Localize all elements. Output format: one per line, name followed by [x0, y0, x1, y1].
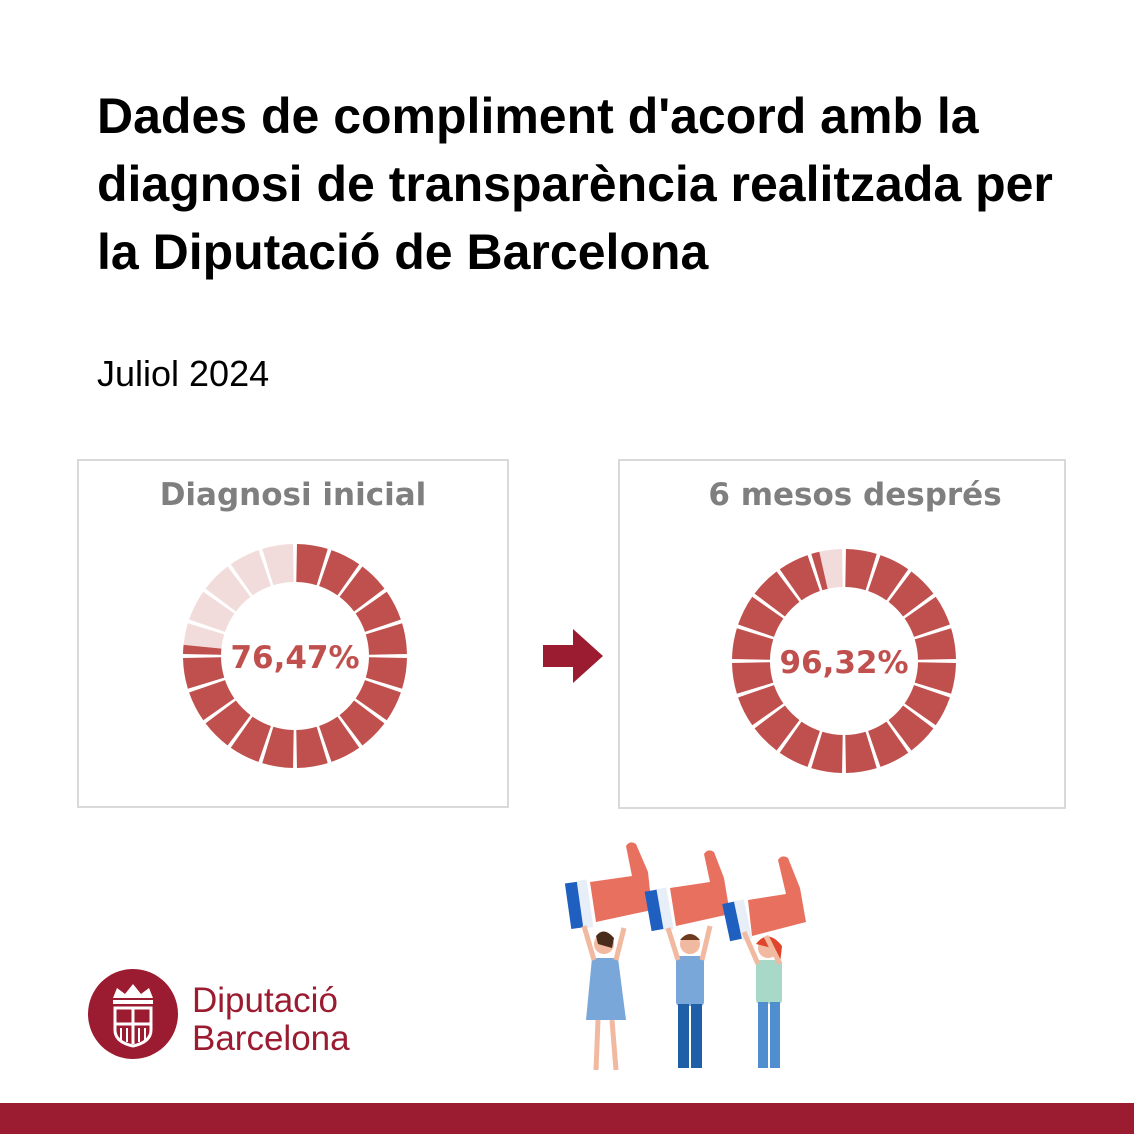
donut-segment-filled [205, 700, 251, 746]
donut-segment-filled [319, 716, 360, 762]
donut-segment-filled [888, 705, 934, 751]
donut-segment-filled [845, 731, 877, 773]
donut-segment-filled [845, 549, 877, 591]
donut-segment-filled [904, 685, 950, 726]
donut-segment-filled [365, 657, 407, 689]
donut-segment-filled [779, 721, 820, 767]
donut-segment-filled [365, 623, 407, 655]
donut-segment-filled [738, 596, 784, 637]
six-months-donut: 96,32% [732, 549, 956, 773]
donut-segment-empty [262, 544, 294, 586]
logo-line-1: Diputació [192, 981, 338, 1020]
donut-segment-filled [914, 628, 956, 660]
donut-segment-filled [868, 555, 909, 601]
donut-segment-filled [319, 550, 360, 596]
initial-diagnosis-title: Diagnosi inicial [159, 477, 427, 513]
donut-segment-empty [189, 591, 235, 632]
donut-segment-filled [779, 555, 820, 601]
donut-segment-filled [914, 662, 956, 694]
donut-segment-filled [189, 680, 235, 721]
person-icon [741, 930, 783, 1068]
donut-center-label: 96,32% [779, 645, 908, 681]
donut-segment-filled [888, 571, 934, 617]
donut-segment-filled [811, 551, 828, 591]
people-holding-thumbs-up-icon [564, 842, 806, 1071]
diputacio-barcelona-seal-icon [88, 969, 178, 1059]
donut-segment-filled [296, 726, 328, 768]
donut-segment-filled [355, 680, 401, 721]
donut-segment-filled [754, 705, 800, 751]
donut-segment-filled [738, 685, 784, 726]
donut-segment-filled [230, 716, 271, 762]
person-icon [665, 925, 713, 1068]
donut-segment-filled [183, 657, 225, 689]
right-arrow-icon [543, 629, 603, 683]
page-title: Dades de compliment d'acord amb la diagn… [97, 88, 1053, 280]
six-months-panel: 6 mesos després 96,32% [618, 459, 1066, 809]
donut-segment-filled [296, 544, 328, 586]
person-icon [581, 925, 627, 1071]
thumbs-up-icon [564, 842, 652, 930]
donut-segment-filled [183, 644, 222, 655]
donut-segment-filled [868, 721, 909, 767]
donut-segment-filled [732, 662, 774, 694]
donut-segment-filled [811, 731, 843, 773]
initial-diagnosis-panel: Diagnosi inicial 76,47% [77, 459, 509, 808]
donut-segment-filled [904, 596, 950, 637]
diputacio-barcelona-wordmark: Diputació Barcelona [192, 982, 350, 1058]
initial-diagnosis-donut: 76,47% [183, 544, 407, 768]
six-months-title: 6 mesos després [708, 477, 1002, 513]
donut-segment-filled [262, 726, 294, 768]
donut-segment-filled [339, 700, 385, 746]
donut-segment-filled [339, 566, 385, 612]
donut-center-label: 76,47% [230, 640, 359, 676]
donut-segment-filled [754, 571, 800, 617]
logo-line-2: Barcelona [192, 1019, 350, 1058]
donut-segment-filled [355, 591, 401, 632]
thumbs-up-icon [722, 856, 806, 942]
donut-segment-empty [230, 550, 271, 596]
donut-segment-empty [205, 566, 251, 612]
thumbs-up-icon [644, 850, 730, 932]
bottom-brand-bar [0, 1103, 1134, 1134]
page-subtitle: Juliol 2024 [97, 353, 270, 394]
donut-segment-filled [732, 628, 774, 660]
